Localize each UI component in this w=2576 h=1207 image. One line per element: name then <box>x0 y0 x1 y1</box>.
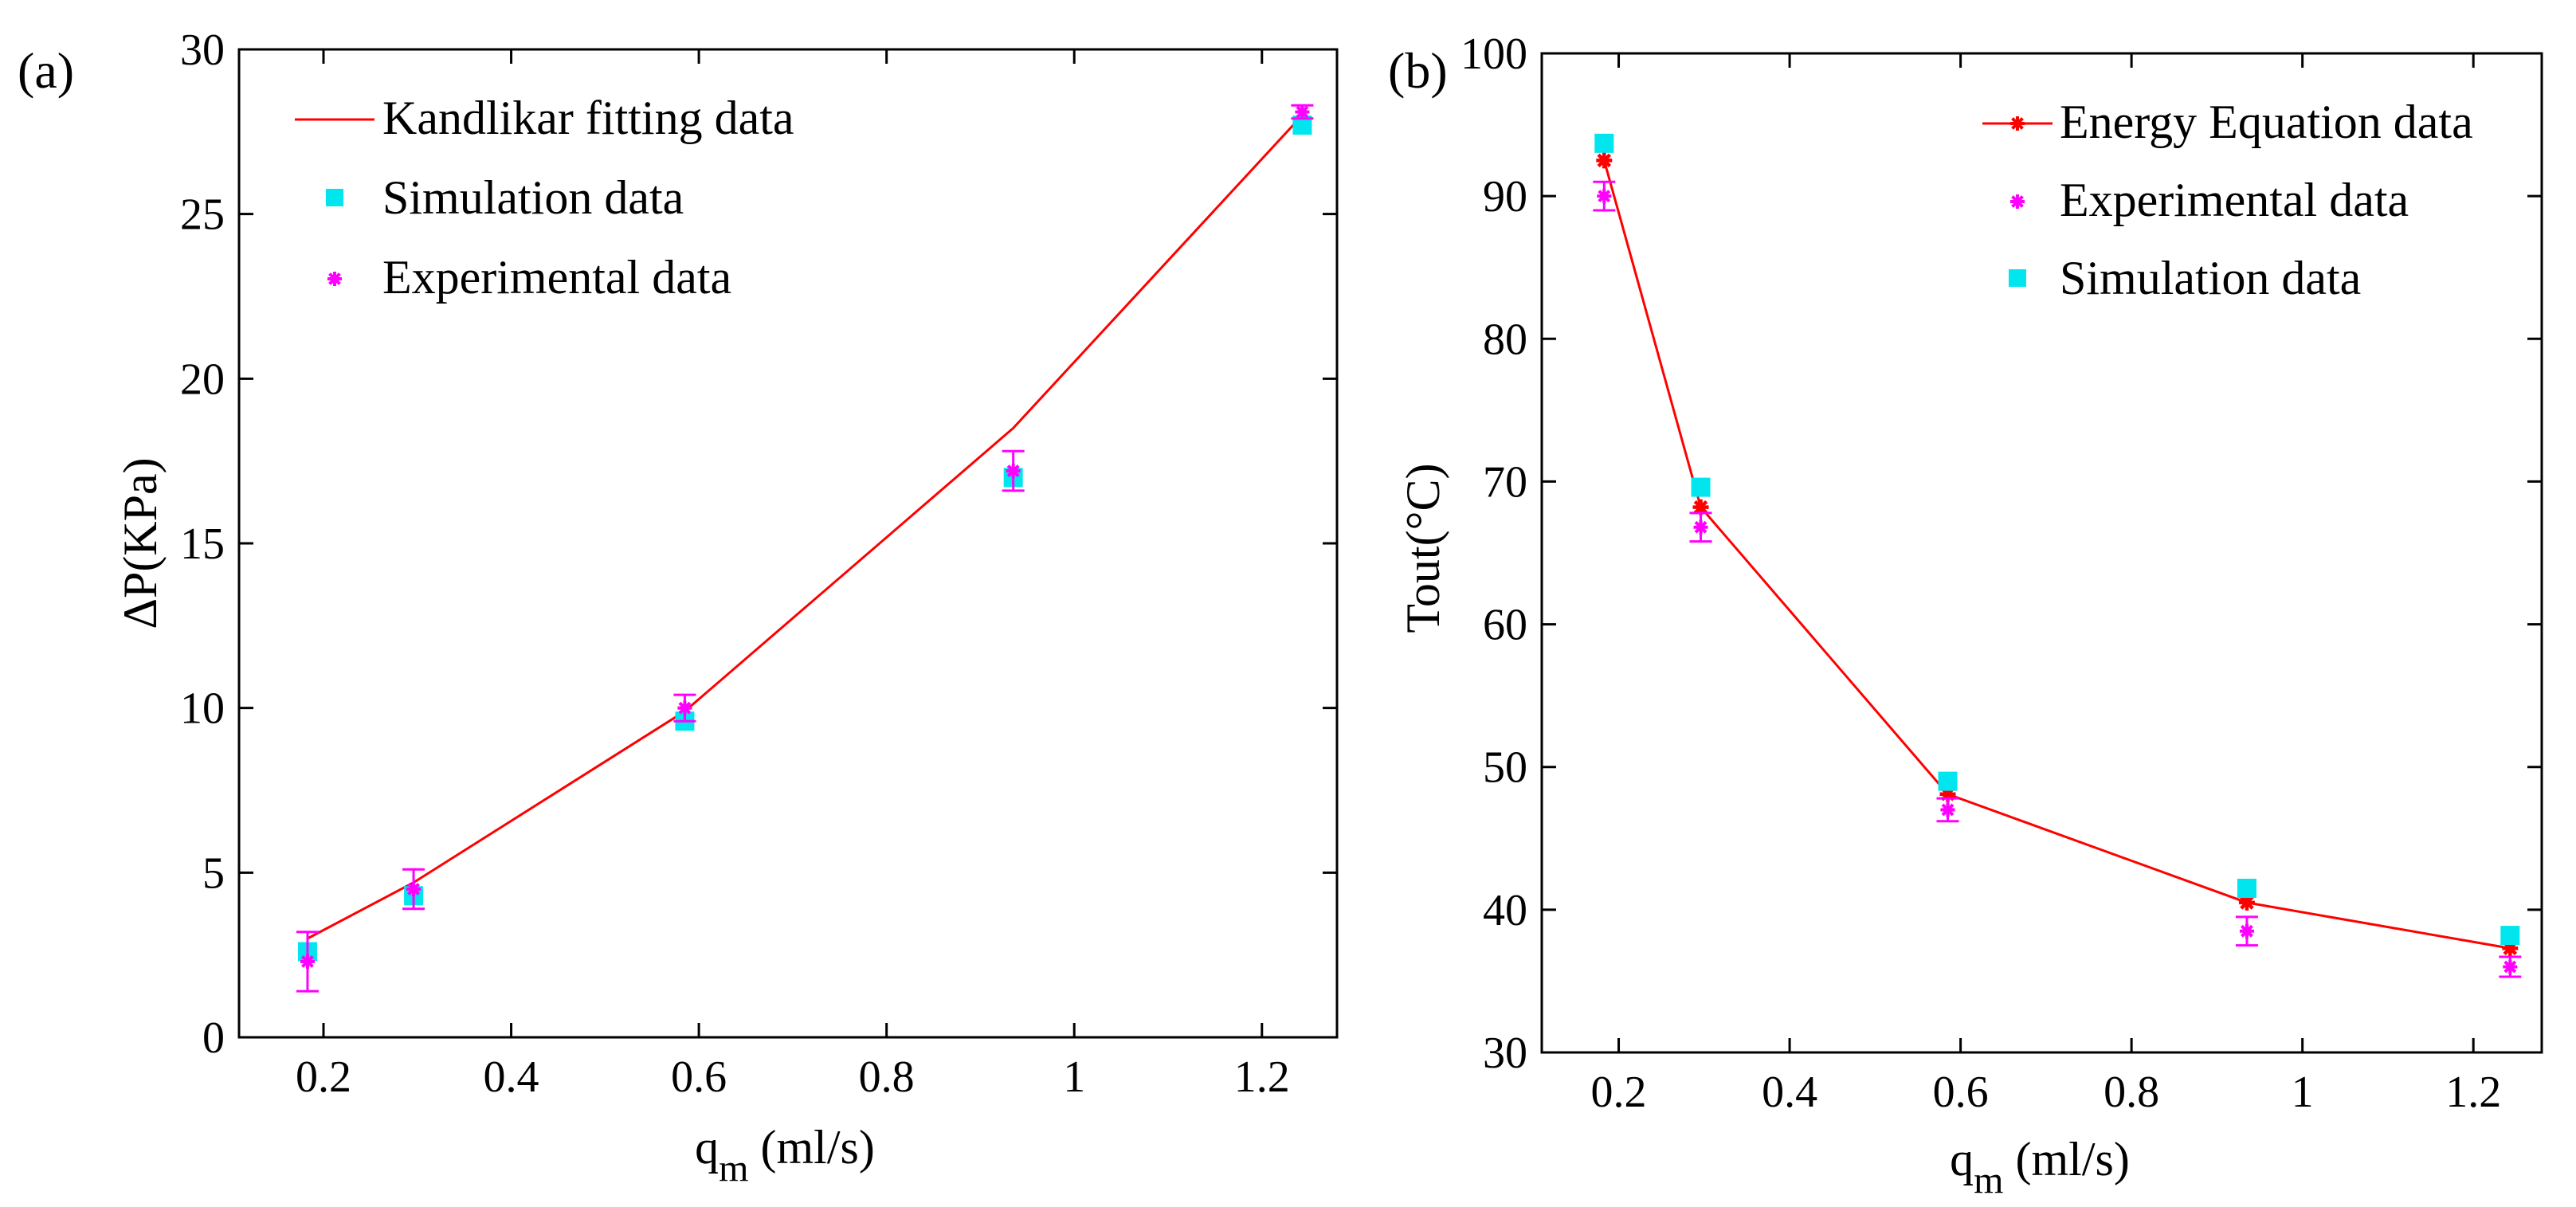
panel-b-legend-label: Simulation data <box>2060 252 2361 304</box>
panel-a-exp-point <box>1295 104 1310 120</box>
panel-b-exp-point <box>1940 802 1955 817</box>
panel-a-series-0 <box>307 114 1304 940</box>
panel-a-xtick-label: 0.4 <box>484 1052 539 1102</box>
panel-a-xlabel: qm (ml/s) <box>695 1121 875 1189</box>
panel-b-line-point <box>1596 152 1613 169</box>
panel-b-exp-point <box>2503 959 2518 974</box>
panel-a-series-2 <box>296 104 1314 993</box>
panel-a-ylabel: ΔP(KPa) <box>114 457 167 629</box>
panel-a-xtick-label: 0.2 <box>296 1052 351 1102</box>
panel-b-legend-label: Experimental data <box>2060 174 2409 226</box>
panel-b-sim-point <box>2500 926 2520 946</box>
panel-a-xlabel-main: q <box>695 1121 719 1174</box>
panel-b-ytick-label: 40 <box>1483 886 1527 935</box>
panel-a-series-1 <box>297 116 1312 962</box>
panel-b-ytick-label: 70 <box>1483 457 1527 507</box>
panel-a-xtick-label: 1.2 <box>1234 1052 1290 1102</box>
panel-b-legend: Energy Equation data Experimental data Sim… <box>1982 96 2473 304</box>
panel-b-sim-point <box>1938 771 1958 791</box>
panel-a-exp-point <box>406 882 421 896</box>
panel-b-xtick-label: 1.2 <box>2445 1068 2501 1117</box>
panel-b-exp-point <box>2239 923 2254 939</box>
panel-b-xtick-label: 0.8 <box>2104 1068 2159 1117</box>
panel-b-ytick-label: 60 <box>1483 601 1527 650</box>
panel-a-legend: Kandlikar fitting data Simulation data Exp… <box>295 92 794 304</box>
panel-a-ytick-label: 10 <box>180 684 225 734</box>
panel-b-xtick-label: 0.4 <box>1762 1068 1817 1117</box>
panel-b-xtick-label: 0.2 <box>1591 1068 1647 1117</box>
panel-b-label: (b) <box>1388 42 1448 99</box>
panel-b-xtick-label: 0.6 <box>1933 1068 1989 1117</box>
panel-b-plot-frame <box>1540 52 2543 1054</box>
panel-a-exp-point <box>300 954 315 969</box>
panel-b-ytick-label: 50 <box>1483 743 1527 793</box>
panel-a-legend-square-swatch <box>326 189 343 206</box>
panel-a-exp-point <box>1006 464 1021 479</box>
panel-b-ytick-label: 90 <box>1483 172 1527 221</box>
panel-b-xlabel: qm (ml/s) <box>1950 1133 2130 1201</box>
panel-a-xtick-label: 0.8 <box>859 1052 915 1102</box>
panel-b-xtick-label: 1 <box>2292 1068 2314 1117</box>
panel-b-exp-point <box>1597 189 1612 204</box>
panel-a-legend-star-swatch <box>327 272 342 286</box>
panel-b-ytick-label: 80 <box>1483 315 1527 364</box>
panel-b: (b) 0.2 0.4 0.6 0.8 1 1.2 30 40 50 60 70 80 90 100 qm (… <box>1388 29 2543 1201</box>
panel-b-legend-star-swatch <box>2010 116 2025 131</box>
panel-b-legend-label: Energy Equation data <box>2060 96 2473 148</box>
panel-b-legend-star-swatch <box>2010 194 2025 209</box>
panel-a-exp-point <box>677 700 692 715</box>
panel-b-xlabel-unit: (ml/s) <box>2004 1133 2130 1185</box>
panel-b-xlabel-main: q <box>1950 1133 1974 1185</box>
panel-b-sim-point <box>2237 878 2256 898</box>
panel-a-ytick-label: 20 <box>180 355 225 404</box>
panel-a-ytick-label: 15 <box>180 519 225 569</box>
panel-b-series-line <box>1602 159 2511 950</box>
panel-b-legend-square-swatch <box>2009 269 2026 287</box>
panel-b-xlabel-sub: m <box>1974 1159 2003 1201</box>
panel-b-sim-point <box>1691 477 1711 497</box>
panel-a-xtick-label: 1 <box>1063 1052 1085 1102</box>
panel-b-series-2 <box>1594 133 2520 946</box>
panel-a-label: (a) <box>18 42 74 99</box>
panel-a-legend-label: Simulation data <box>382 171 684 224</box>
panel-a-ytick-label: 5 <box>202 848 225 898</box>
panel-b-exp-point <box>1693 519 1708 535</box>
panel-b-series-1 <box>1593 180 2522 978</box>
panel-b-series-0 <box>1596 152 2519 957</box>
panel-a-legend-label: Kandlikar fitting data <box>382 92 794 144</box>
panel-b-ytick-label: 30 <box>1483 1029 1527 1078</box>
panel-a-ytick-label: 30 <box>180 25 225 75</box>
panel-b-ytick-label: 100 <box>1461 29 1527 79</box>
panel-a-legend-label: Experimental data <box>382 251 731 304</box>
panel-a-xtick-label: 0.6 <box>671 1052 727 1102</box>
panel-b-sim-point <box>1594 133 1614 153</box>
panel-a-series-line <box>307 114 1304 940</box>
panel-b-ylabel: Tout(°C) <box>1397 463 1449 633</box>
panel-a: (a) 0.2 0.4 0.6 0.8 1 1.2 0 5 10 15 20 25 30 qm (ml/s)… <box>18 25 1339 1189</box>
panel-a-ytick-label: 0 <box>202 1013 225 1063</box>
panel-a-ytick-label: 25 <box>180 190 225 240</box>
panel-a-xlabel-unit: (ml/s) <box>749 1121 875 1174</box>
panel-a-xlabel-sub: m <box>719 1147 748 1189</box>
